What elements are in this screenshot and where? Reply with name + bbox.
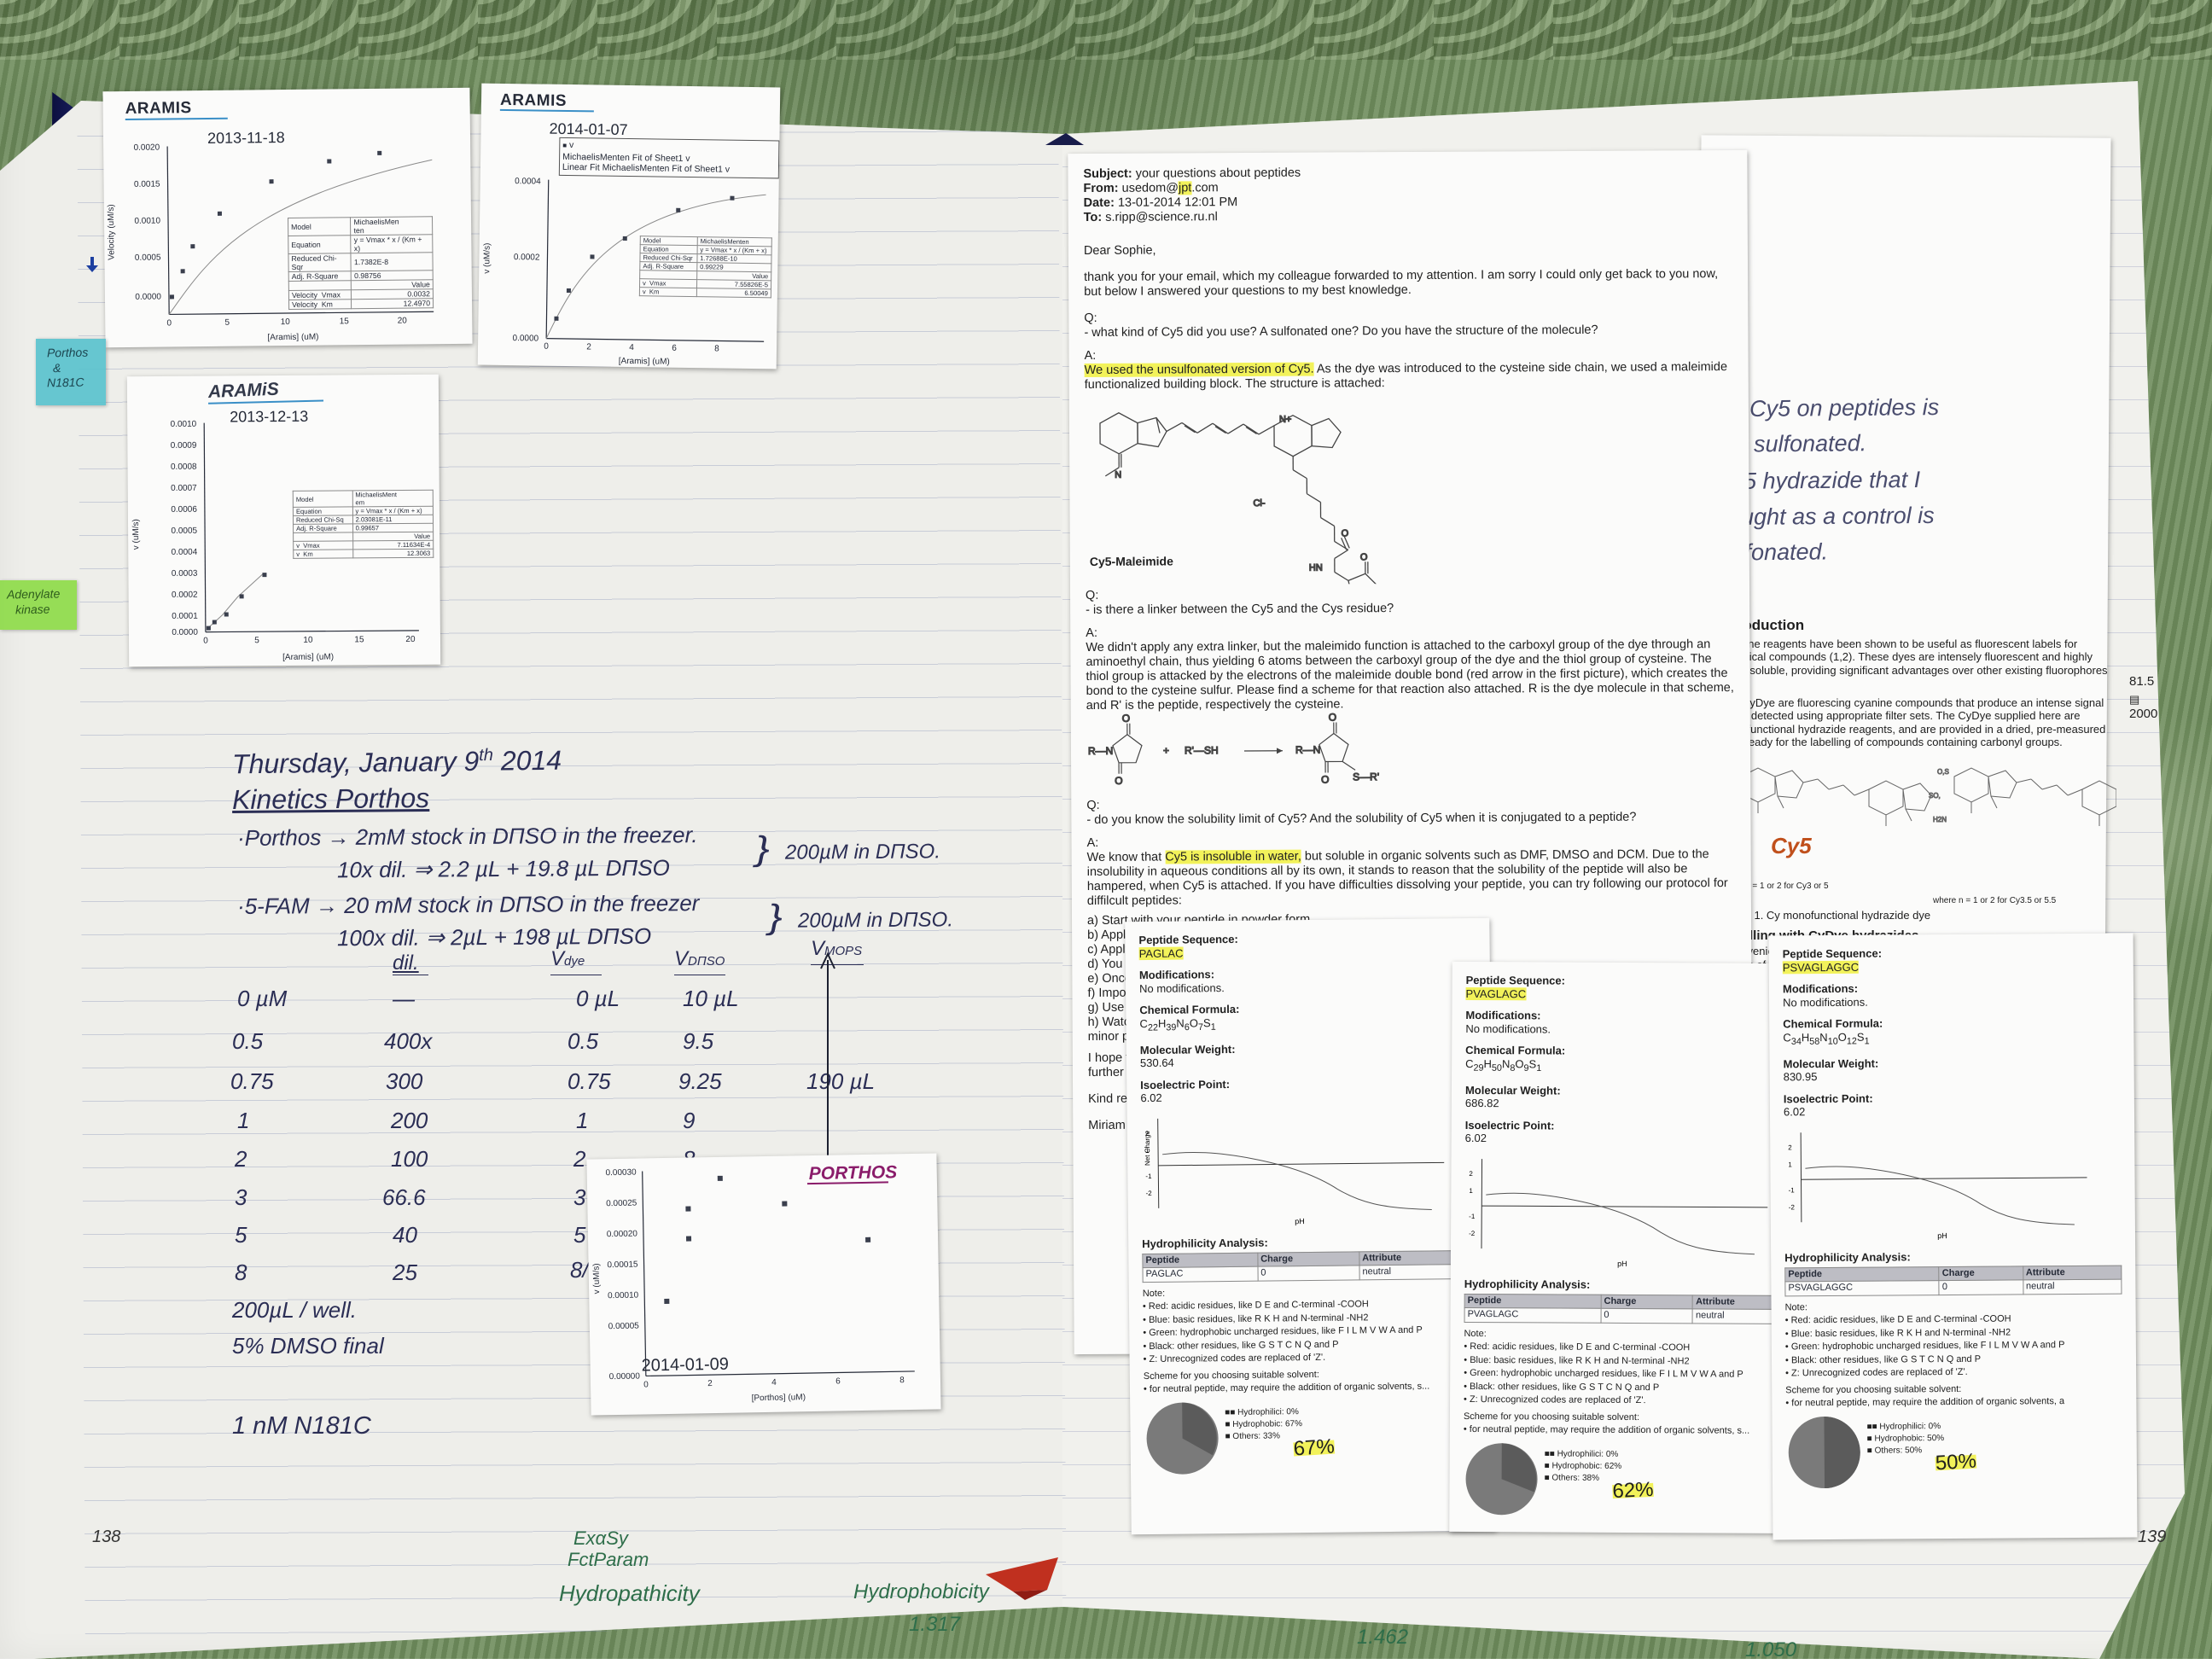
svg-text:0.00030: 0.00030 xyxy=(605,1168,637,1178)
svg-text:[Aramis] (uM): [Aramis] (uM) xyxy=(619,357,670,367)
svg-text:5: 5 xyxy=(254,636,259,645)
svg-text:10: 10 xyxy=(281,317,291,327)
svg-text:2: 2 xyxy=(586,342,591,352)
svg-text:R'—SH: R'—SH xyxy=(1185,744,1219,756)
svg-text:0.0005: 0.0005 xyxy=(135,253,161,263)
svg-text:-1: -1 xyxy=(1789,1186,1796,1194)
svg-text:v (uM/s): v (uM/s) xyxy=(482,243,492,274)
svg-text:-2: -2 xyxy=(1789,1203,1796,1211)
svg-text:HN: HN xyxy=(1309,563,1323,573)
svg-text:N+: N+ xyxy=(1279,415,1291,425)
svg-text:0.00000: 0.00000 xyxy=(609,1372,641,1382)
svg-text:R—N: R—N xyxy=(1295,744,1320,756)
svg-text:0.0009: 0.0009 xyxy=(171,441,197,451)
svg-text:0.0003: 0.0003 xyxy=(172,569,198,579)
svg-text:0.0010: 0.0010 xyxy=(134,217,160,226)
svg-text:pH: pH xyxy=(1937,1231,1947,1240)
svg-text:0.0002: 0.0002 xyxy=(514,253,540,262)
svg-text:20: 20 xyxy=(398,317,408,326)
svg-text:v (uM/s): v (uM/s) xyxy=(131,519,141,550)
svg-text:O: O xyxy=(1115,775,1122,787)
svg-text:0.0006: 0.0006 xyxy=(171,505,197,515)
svg-text:Cl-: Cl- xyxy=(1253,498,1265,509)
svg-text:2: 2 xyxy=(1788,1143,1792,1151)
svg-text:0.0002: 0.0002 xyxy=(172,591,198,600)
svg-text:Cy5: Cy5 xyxy=(1771,833,1812,858)
svg-text:20: 20 xyxy=(405,635,416,644)
svg-text:[Aramis] (uM): [Aramis] (uM) xyxy=(282,653,334,662)
svg-text:0.00005: 0.00005 xyxy=(608,1322,640,1332)
svg-text:2: 2 xyxy=(707,1379,713,1388)
svg-text:4: 4 xyxy=(771,1378,777,1388)
svg-text:0.0005: 0.0005 xyxy=(171,527,197,536)
svg-text:6: 6 xyxy=(672,344,677,353)
svg-text:0: 0 xyxy=(643,1380,649,1389)
svg-text:8: 8 xyxy=(899,1376,905,1385)
svg-text:Net Charge: Net Charge xyxy=(1144,1130,1151,1166)
svg-text:2: 2 xyxy=(1469,1170,1473,1178)
svg-text:0.00025: 0.00025 xyxy=(606,1199,637,1209)
svg-text:-2: -2 xyxy=(1146,1190,1153,1197)
svg-text:8: 8 xyxy=(714,344,719,353)
svg-text:R—N: R—N xyxy=(1088,745,1113,757)
svg-text:0: 0 xyxy=(203,637,208,646)
svg-text:[Aramis] (uM): [Aramis] (uM) xyxy=(267,333,318,343)
svg-text:0: 0 xyxy=(544,342,549,352)
svg-text:H2N: H2N xyxy=(1933,816,1947,823)
svg-text:SO,: SO, xyxy=(1929,792,1941,800)
svg-text:1: 1 xyxy=(1788,1161,1792,1168)
svg-text:-1: -1 xyxy=(1469,1213,1476,1220)
svg-text:0.0008: 0.0008 xyxy=(171,463,197,472)
svg-text:v (uM/s): v (uM/s) xyxy=(592,1263,602,1294)
svg-text:pH: pH xyxy=(1617,1259,1627,1267)
svg-text:15: 15 xyxy=(354,635,364,644)
svg-text:O: O xyxy=(1122,713,1130,724)
svg-text:Velocity (uM/s): Velocity (uM/s) xyxy=(107,204,117,260)
svg-text:0.0001: 0.0001 xyxy=(172,612,198,621)
svg-text:5: 5 xyxy=(224,318,230,328)
svg-text:10: 10 xyxy=(303,636,313,645)
svg-text:15: 15 xyxy=(340,317,350,326)
svg-text:0.0004: 0.0004 xyxy=(172,548,198,557)
svg-text:0.0015: 0.0015 xyxy=(134,180,160,189)
svg-text:0.0000: 0.0000 xyxy=(135,293,161,302)
svg-text:O,S: O,S xyxy=(1937,768,1949,776)
svg-text:O: O xyxy=(1360,552,1368,562)
svg-text:S—R': S—R' xyxy=(1353,771,1379,783)
svg-text:0: 0 xyxy=(166,318,172,328)
svg-text:0.0020: 0.0020 xyxy=(133,143,160,153)
svg-text:[Porthos] (uM): [Porthos] (uM) xyxy=(752,1393,806,1403)
svg-text:0.00020: 0.00020 xyxy=(607,1230,638,1240)
svg-text:O: O xyxy=(1321,774,1329,786)
svg-text:0.00015: 0.00015 xyxy=(607,1260,638,1271)
svg-text:O: O xyxy=(1329,712,1336,724)
svg-text:0.0007: 0.0007 xyxy=(171,484,197,493)
svg-text:0.00010: 0.00010 xyxy=(608,1291,639,1301)
svg-text:-1: -1 xyxy=(1145,1172,1152,1180)
svg-text:6: 6 xyxy=(835,1376,841,1386)
svg-text:+: + xyxy=(1163,744,1169,756)
svg-text:pH: pH xyxy=(1295,1217,1305,1225)
svg-text:0.0004: 0.0004 xyxy=(515,177,541,186)
svg-text:N: N xyxy=(1115,470,1121,480)
svg-text:1: 1 xyxy=(1469,1187,1473,1195)
svg-text:4: 4 xyxy=(629,343,634,352)
svg-text:0.0000: 0.0000 xyxy=(172,628,198,637)
svg-text:-2: -2 xyxy=(1469,1230,1476,1237)
svg-text:0.0010: 0.0010 xyxy=(171,420,197,429)
svg-text:0.0000: 0.0000 xyxy=(512,334,538,343)
